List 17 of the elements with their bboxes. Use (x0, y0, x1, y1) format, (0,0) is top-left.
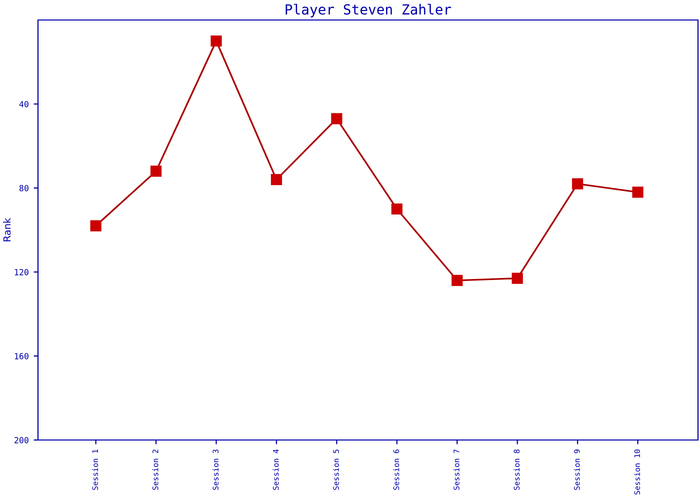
point (210, 35, 222, 47)
point (452, 274, 463, 286)
y-tick-label: 160 (14, 353, 28, 360)
point (632, 186, 644, 198)
y-tick-label: 200 (14, 437, 28, 444)
point (331, 113, 342, 124)
y-tick-label: 80 (19, 185, 28, 192)
point (270, 174, 282, 186)
chart-title: Player Steven Zahler (286, 4, 452, 18)
y-axis-title: Rank (3, 218, 11, 242)
point (90, 220, 102, 232)
point (512, 272, 523, 284)
point (572, 178, 584, 190)
y-tick-label: 120 (14, 269, 28, 276)
point (150, 166, 162, 177)
point (391, 203, 402, 215)
y-tick-label: 40 (19, 101, 28, 108)
